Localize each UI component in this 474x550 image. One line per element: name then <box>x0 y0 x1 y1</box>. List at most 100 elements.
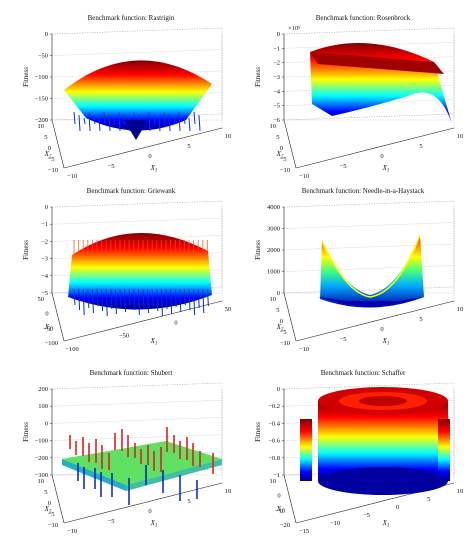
y-tick-label: −10 <box>48 522 58 529</box>
chart-panel-4: Benchmark function: Needle-in-a-Haystack… <box>254 187 463 353</box>
x-tick-label: 10 <box>457 133 464 140</box>
x-tick-label: −10 <box>67 173 77 180</box>
x-axis-label: X1 <box>150 164 158 174</box>
z-tick-label: 4000 <box>267 204 280 211</box>
surface <box>64 60 212 140</box>
x-tick-label: −10 <box>299 346 309 353</box>
y-tick-label: 0 <box>48 145 51 152</box>
chart-title: Benchmark function: Rastrigin <box>88 14 175 22</box>
y-tick-label: −5 <box>280 329 287 336</box>
x-tick-label: 0 <box>380 153 383 160</box>
x-tick-label: 50 <box>225 306 232 313</box>
x-tick-label: 10 <box>457 306 464 313</box>
z-tick-label: −200 <box>35 117 48 124</box>
y-axis-label: X2 <box>276 505 284 515</box>
y-tick-label: −50 <box>43 325 53 332</box>
y-tick-label: 5 <box>276 307 279 314</box>
y-tick-label: 5 <box>276 134 279 141</box>
z-tick-label: 0 <box>45 31 48 38</box>
x-tick-label: 10 <box>225 133 232 140</box>
x-axis-label: X1 <box>382 164 390 174</box>
y-tick-label: 10 <box>38 123 45 130</box>
y-tick-label: 10 <box>38 478 45 485</box>
z-tick-label: −200 <box>35 455 48 462</box>
x-tick-label: 0 <box>380 326 383 333</box>
x-tick-label: 0 <box>174 319 177 326</box>
z-tick-label: −50 <box>38 53 48 60</box>
x-tick-label: 10 <box>225 488 232 495</box>
x-tick-label: 5 <box>419 143 422 150</box>
x-tick-label: −50 <box>119 333 129 340</box>
x-tick-label: 0 <box>148 153 151 160</box>
z-tick-label: −4 <box>273 88 281 95</box>
z-axis-label: Fitness <box>22 67 30 87</box>
y-tick-label: 10 <box>270 478 277 485</box>
z-tick-label: 0 <box>45 420 48 427</box>
y-axis-label: X2 <box>276 150 284 160</box>
y-tick-label: −100 <box>45 340 58 347</box>
z-tick-label: −1 <box>41 221 48 228</box>
x-tick-label: 0 <box>148 508 151 515</box>
chart-title: Benchmark function: Schaffer <box>321 369 406 377</box>
z-tick-label: −100 <box>35 438 48 445</box>
z-tick-label: −1 <box>273 45 280 52</box>
y-tick-label: −20 <box>280 522 290 529</box>
y-axis-label: X2 <box>44 323 52 333</box>
y-tick-label: −10 <box>280 167 290 174</box>
surface <box>300 387 450 495</box>
y-tick-label: 10 <box>270 296 277 303</box>
z-tick-label: −0.8 <box>268 455 280 462</box>
y-tick-label: −5 <box>48 156 55 163</box>
y-tick-label: 0 <box>45 311 48 318</box>
z-tick-label: −4 <box>41 273 49 280</box>
x-tick-label: −100 <box>65 346 78 353</box>
y-tick-label: −10 <box>275 507 285 514</box>
axis-box <box>283 200 455 342</box>
x-axis-label: X1 <box>382 337 390 347</box>
x-tick-label: −15 <box>299 528 309 535</box>
y-tick-label: −5 <box>48 511 55 518</box>
y-tick-label: 50 <box>38 296 45 303</box>
z-tick-label: −0.6 <box>268 438 281 445</box>
z-tick-label: −5 <box>41 290 48 297</box>
z-tick-label: −5 <box>273 103 280 110</box>
z-tick-label: 200 <box>38 386 48 393</box>
x-tick-label: 0 <box>396 504 399 511</box>
chart-panel-5: Benchmark function: Shubert2001000−100−2… <box>22 369 231 535</box>
y-axis-label: X2 <box>44 505 52 515</box>
z-tick-label: −0.4 <box>268 420 281 427</box>
chart-title: Benchmark function: Griewank <box>87 187 176 195</box>
z-axis-label: Fitness <box>254 240 262 260</box>
x-tick-label: −5 <box>108 518 115 525</box>
surface <box>318 234 424 308</box>
x-tick-label: 5 <box>187 498 190 505</box>
y-tick-label: 0 <box>280 145 283 152</box>
z-tick-label: −1 <box>273 472 280 479</box>
x-tick-label: −5 <box>363 512 370 519</box>
z-axis-label: Fitness <box>22 240 30 260</box>
y-tick-label: −10 <box>280 340 290 347</box>
y-axis-label: X2 <box>276 323 284 333</box>
x-axis-label: X1 <box>382 519 390 529</box>
x-tick-label: 5 <box>187 143 190 150</box>
z-axis-label: Fitness <box>254 67 262 87</box>
y-tick-label: 0 <box>277 493 280 500</box>
chart-title: Benchmark function: Shubert <box>90 369 173 377</box>
x-axis-label: X1 <box>150 519 158 529</box>
z-tick-label: 2000 <box>267 247 280 254</box>
chart-title: Benchmark function: Rosenbrock <box>316 14 411 22</box>
x-axis-label: X1 <box>150 337 158 347</box>
x-tick-label: 5 <box>427 496 430 503</box>
z-axis-label: Fitness <box>22 422 30 442</box>
z-tick-label: −100 <box>35 74 48 81</box>
z-tick-label: −3 <box>41 256 48 263</box>
z-tick-label: 0 <box>45 204 48 211</box>
x-tick-label: −5 <box>340 336 347 343</box>
z-exponent-label: ×10⁵ <box>288 25 300 32</box>
x-tick-label: 10 <box>457 488 464 495</box>
chart-title: Benchmark function: Needle-in-a-Haystack <box>302 187 425 195</box>
z-tick-label: −3 <box>273 74 280 81</box>
x-tick-label: −10 <box>330 520 340 527</box>
z-tick-label: 0 <box>277 386 280 393</box>
